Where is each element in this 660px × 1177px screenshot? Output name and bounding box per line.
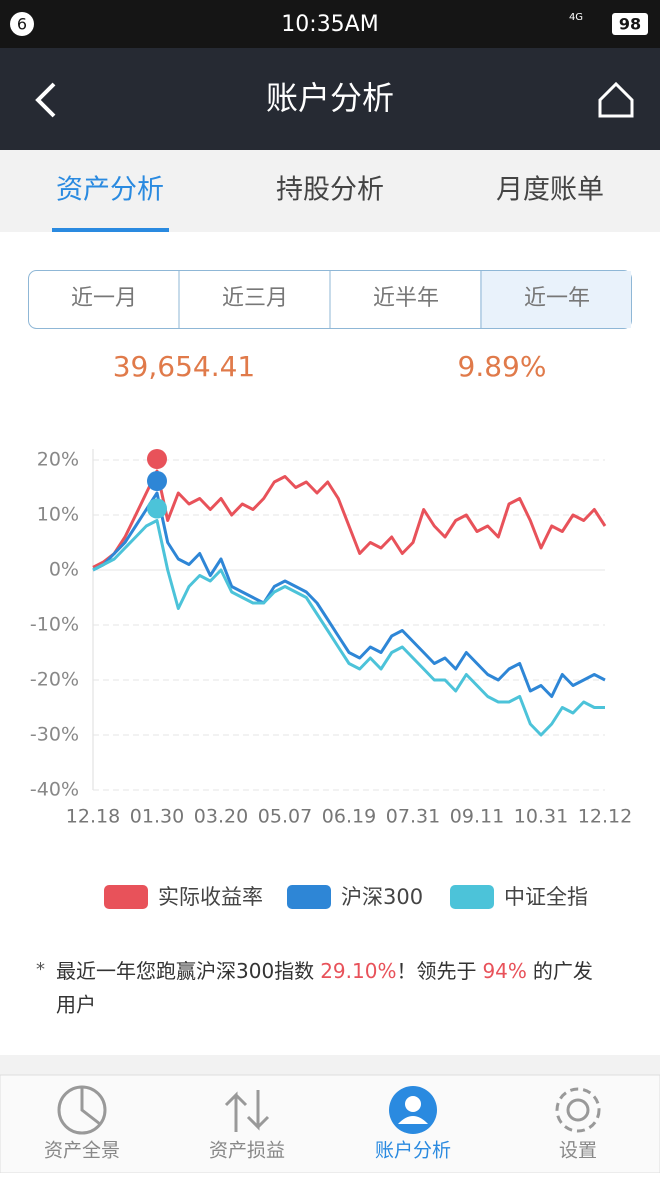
battery [612,13,648,35]
back-button[interactable] [35,82,56,118]
x-tick-label: 06.19 [322,806,376,828]
x-tick-label: 10.31 [514,806,568,828]
nav-icon-account [405,1096,421,1112]
series-line [92,519,605,737]
battery-level: 98 [619,15,641,34]
header [0,48,660,150]
nav-label[interactable]: 资产全景 [44,1140,120,1162]
x-tick-label: 12.12 [578,806,632,828]
y-tick-label: -20% [30,669,79,691]
period-button[interactable]: 近一年 [524,286,590,311]
tab-indicator [52,228,169,232]
series-line [92,469,607,569]
x-tick-label: 07.31 [386,806,440,828]
nav-icon-overview [80,1087,101,1126]
tab[interactable]: 资产分析 [56,175,164,206]
clock: 10:35AM [281,12,378,37]
nav-label[interactable]: 资产损益 [209,1140,285,1162]
y-tick-label: 20% [37,449,79,471]
asset-value: 39,654.41 [113,350,256,383]
bottom-nav [0,1074,660,1174]
network-type: 4G [569,12,583,23]
legend-label: 沪深300 [341,885,423,909]
tab-bar [0,150,660,232]
nav-icon-settings [566,1098,590,1122]
x-tick-label: 05.07 [258,806,312,828]
y-tick-label: -40% [30,779,79,801]
separator [0,1055,660,1075]
x-tick-label: 09.11 [450,806,504,828]
period-button[interactable]: 近一月 [71,286,137,311]
x-tick-label: 03.20 [194,806,248,828]
notification-count: 6 [17,15,27,34]
header-title: 账户分析 [266,79,394,117]
period-button[interactable]: 近半年 [373,286,439,311]
period-button[interactable]: 近三月 [222,286,288,311]
footnote-text: 最近一年您跑赢沪深300指数 [56,959,314,983]
nav-icon-account [398,1116,428,1124]
footnote-text: 用户 [56,993,96,1017]
home-button[interactable] [598,81,634,118]
nav-label[interactable]: 设置 [559,1140,597,1162]
peak-marker [147,449,167,469]
y-tick-label: -10% [30,614,79,636]
return-value: 9.89% [458,350,547,383]
footnote-beat: 29.10% [320,959,396,983]
legend-swatch [104,885,148,909]
footnote-rank: 94% [482,959,526,983]
nav-label[interactable]: 账户分析 [375,1140,451,1162]
nav-icon-pnl [224,1090,270,1132]
nav-icon-settings [555,1087,601,1133]
tab[interactable]: 月度账单 [496,175,604,206]
series-line [92,491,606,698]
notification-badge [10,12,34,36]
peak-marker [147,471,167,491]
period-selected [480,271,631,328]
y-tick-label: -30% [30,724,79,746]
legend-label: 中证全指 [504,885,588,909]
legend-swatch [450,885,494,909]
y-tick-label: 10% [37,504,79,526]
footnote-text: ！领先于 [396,959,476,983]
tab[interactable]: 持股分析 [276,175,384,206]
footnote-text: 的广发 [533,959,593,983]
x-tick-label: 12.18 [66,806,120,828]
footnote-bullet: * [36,959,45,980]
legend-swatch [287,885,331,909]
x-tick-label: 01.30 [130,806,184,828]
status-bar [0,0,660,48]
y-tick-label: 0% [49,559,79,581]
peak-marker [147,498,167,519]
legend-label: 实际收益率 [158,885,263,909]
footnote: 最近一年您跑赢沪深300指数 29.10%！领先于 94% 的广发 [56,959,593,983]
